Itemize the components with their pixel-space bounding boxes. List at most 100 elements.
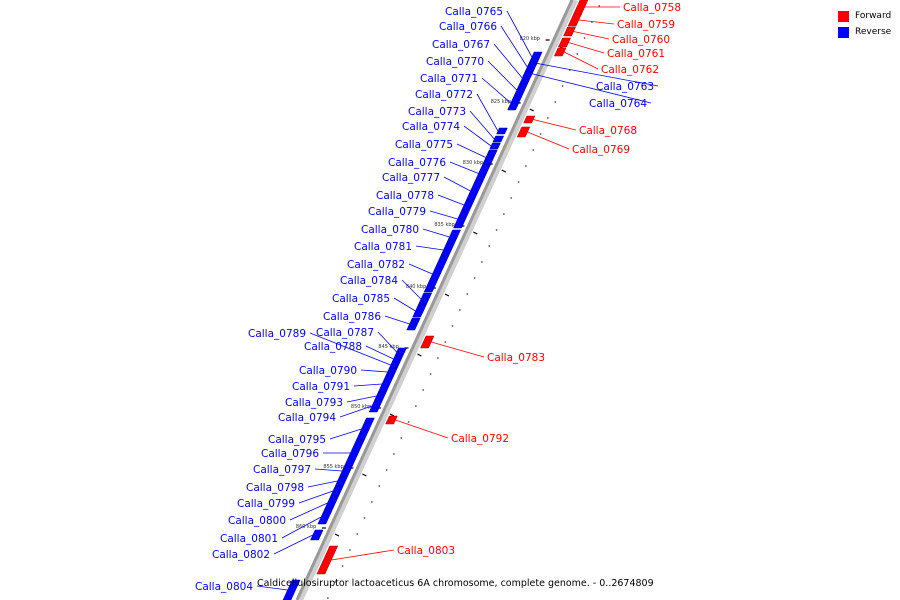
- gene-feature: [323, 495, 340, 511]
- gene-feature: [417, 292, 433, 306]
- gene-label: Calla_0763: [596, 81, 654, 93]
- gene-label: Calla_0801: [220, 533, 278, 545]
- track-dot: [341, 565, 344, 567]
- gene-label: Calla_0795: [268, 434, 326, 446]
- gene-leader-line: [281, 516, 322, 539]
- gene-leader-line: [456, 143, 486, 158]
- gene-feature: [391, 355, 404, 363]
- gene-leader-line: [524, 71, 652, 104]
- gene-label: Calla_0777: [382, 172, 440, 184]
- gene-leader-line: [573, 31, 610, 40]
- gene-leader-line: [431, 341, 485, 358]
- gene-leader-line: [314, 468, 343, 472]
- gene-leader-line: [481, 77, 512, 104]
- gene-label: Calla_0784: [340, 275, 398, 287]
- legend-label-reverse: Reverse: [855, 27, 892, 37]
- gene-leader-line: [563, 51, 599, 70]
- track-dot: [547, 117, 549, 119]
- axis-tick-label: 840 kbp: [406, 284, 426, 290]
- axis-tick-minor: [501, 169, 507, 173]
- gene-label: Calla_0792: [451, 433, 509, 445]
- axis-tick-label: 850 kbp: [351, 404, 371, 410]
- gene-leader-line: [329, 428, 362, 440]
- legend-item-forward: Forward: [838, 8, 891, 24]
- gene-label: Calla_0797: [253, 464, 311, 476]
- reverse-swatch-icon: [838, 26, 849, 38]
- gene-feature: [516, 126, 531, 138]
- gene-leader-line: [487, 60, 518, 91]
- gene-label: Calla_0759: [617, 19, 675, 31]
- track-dot: [400, 437, 403, 439]
- track-dot: [363, 517, 366, 519]
- gene-label: Calla_0804: [195, 581, 253, 593]
- gene-feature: [567, 13, 582, 27]
- gene-label: Calla_0775: [395, 139, 453, 151]
- gene-feature: [282, 579, 301, 600]
- gene-label: Calla_0800: [228, 515, 286, 527]
- axis-tick-label: 825 kbp: [491, 99, 511, 105]
- gene-leader-line: [408, 263, 433, 275]
- axis-tick-label: 860 kbp: [296, 524, 316, 530]
- track-dot: [576, 53, 579, 55]
- axis-tick-label: 830 kbp: [463, 160, 483, 166]
- gene-leader-line: [493, 43, 523, 79]
- track-dot: [561, 85, 564, 87]
- gene-label: Calla_0802: [212, 549, 270, 561]
- gene-feature: [563, 26, 577, 37]
- gene-label: Calla_0764: [589, 98, 647, 110]
- gene-leader-line: [309, 332, 391, 366]
- gene-label: Calla_0785: [332, 293, 390, 305]
- gene-feature: [492, 135, 505, 143]
- legend: Forward Reverse: [838, 8, 891, 40]
- gene-leader-line: [353, 383, 383, 387]
- gene-feature: [406, 317, 421, 331]
- gene-label: Calla_0770: [426, 56, 484, 68]
- track-dot: [444, 341, 447, 343]
- gene-leader-line: [401, 279, 422, 300]
- track-dot: [459, 309, 461, 311]
- track-dot: [422, 389, 425, 391]
- track-dot: [415, 405, 417, 407]
- gene-label: Calla_0796: [261, 448, 319, 460]
- gene-feature: [385, 415, 398, 425]
- axis-tick-label: 835 kbp: [434, 222, 454, 228]
- gene-leader-line: [256, 585, 288, 591]
- gene-label: Calla_0768: [579, 125, 637, 137]
- gene-label: Calla_0799: [237, 498, 295, 510]
- track-dot: [583, 37, 586, 39]
- track-dot: [437, 357, 439, 359]
- gene-leader-line: [500, 25, 528, 68]
- axis-tick-minor: [473, 231, 478, 235]
- gene-label: Calla_0778: [376, 190, 434, 202]
- gene-leader-line: [384, 315, 410, 325]
- gene-label: Calla_0787: [316, 327, 374, 339]
- gene-feature: [519, 71, 534, 85]
- gene-leader-line: [429, 210, 458, 220]
- gene-leader-line: [529, 61, 659, 87]
- gene-label: Calla_0782: [347, 259, 405, 271]
- gene-leader-line: [415, 245, 444, 251]
- track-dot: [378, 485, 381, 487]
- gene-feature: [412, 304, 427, 318]
- gene-feature: [368, 399, 384, 413]
- gene-leader-line: [307, 480, 338, 488]
- gene-label: Calla_0790: [299, 365, 357, 377]
- track-dot: [334, 581, 337, 583]
- gene-label: Calla_0779: [368, 206, 426, 218]
- gene-leader-line: [506, 10, 533, 58]
- gene-leader-line: [437, 194, 465, 206]
- gene-leader-line: [339, 405, 373, 418]
- gene-leader-line: [533, 119, 577, 131]
- gene-label: Calla_0780: [361, 224, 419, 236]
- gene-leader-line: [360, 369, 388, 373]
- gene-leader-line: [273, 534, 313, 555]
- gene-leader-line: [393, 297, 416, 312]
- gene-feature: [507, 95, 523, 111]
- gene-leader-line: [346, 395, 377, 403]
- gene-label: Calla_0788: [304, 341, 362, 353]
- gene-feature: [474, 164, 491, 183]
- axis-tick-minor: [444, 293, 450, 297]
- track-dot: [349, 549, 351, 551]
- genome-caption: Caldicellulosiruptor lactoaceticus 6A ch…: [257, 578, 654, 589]
